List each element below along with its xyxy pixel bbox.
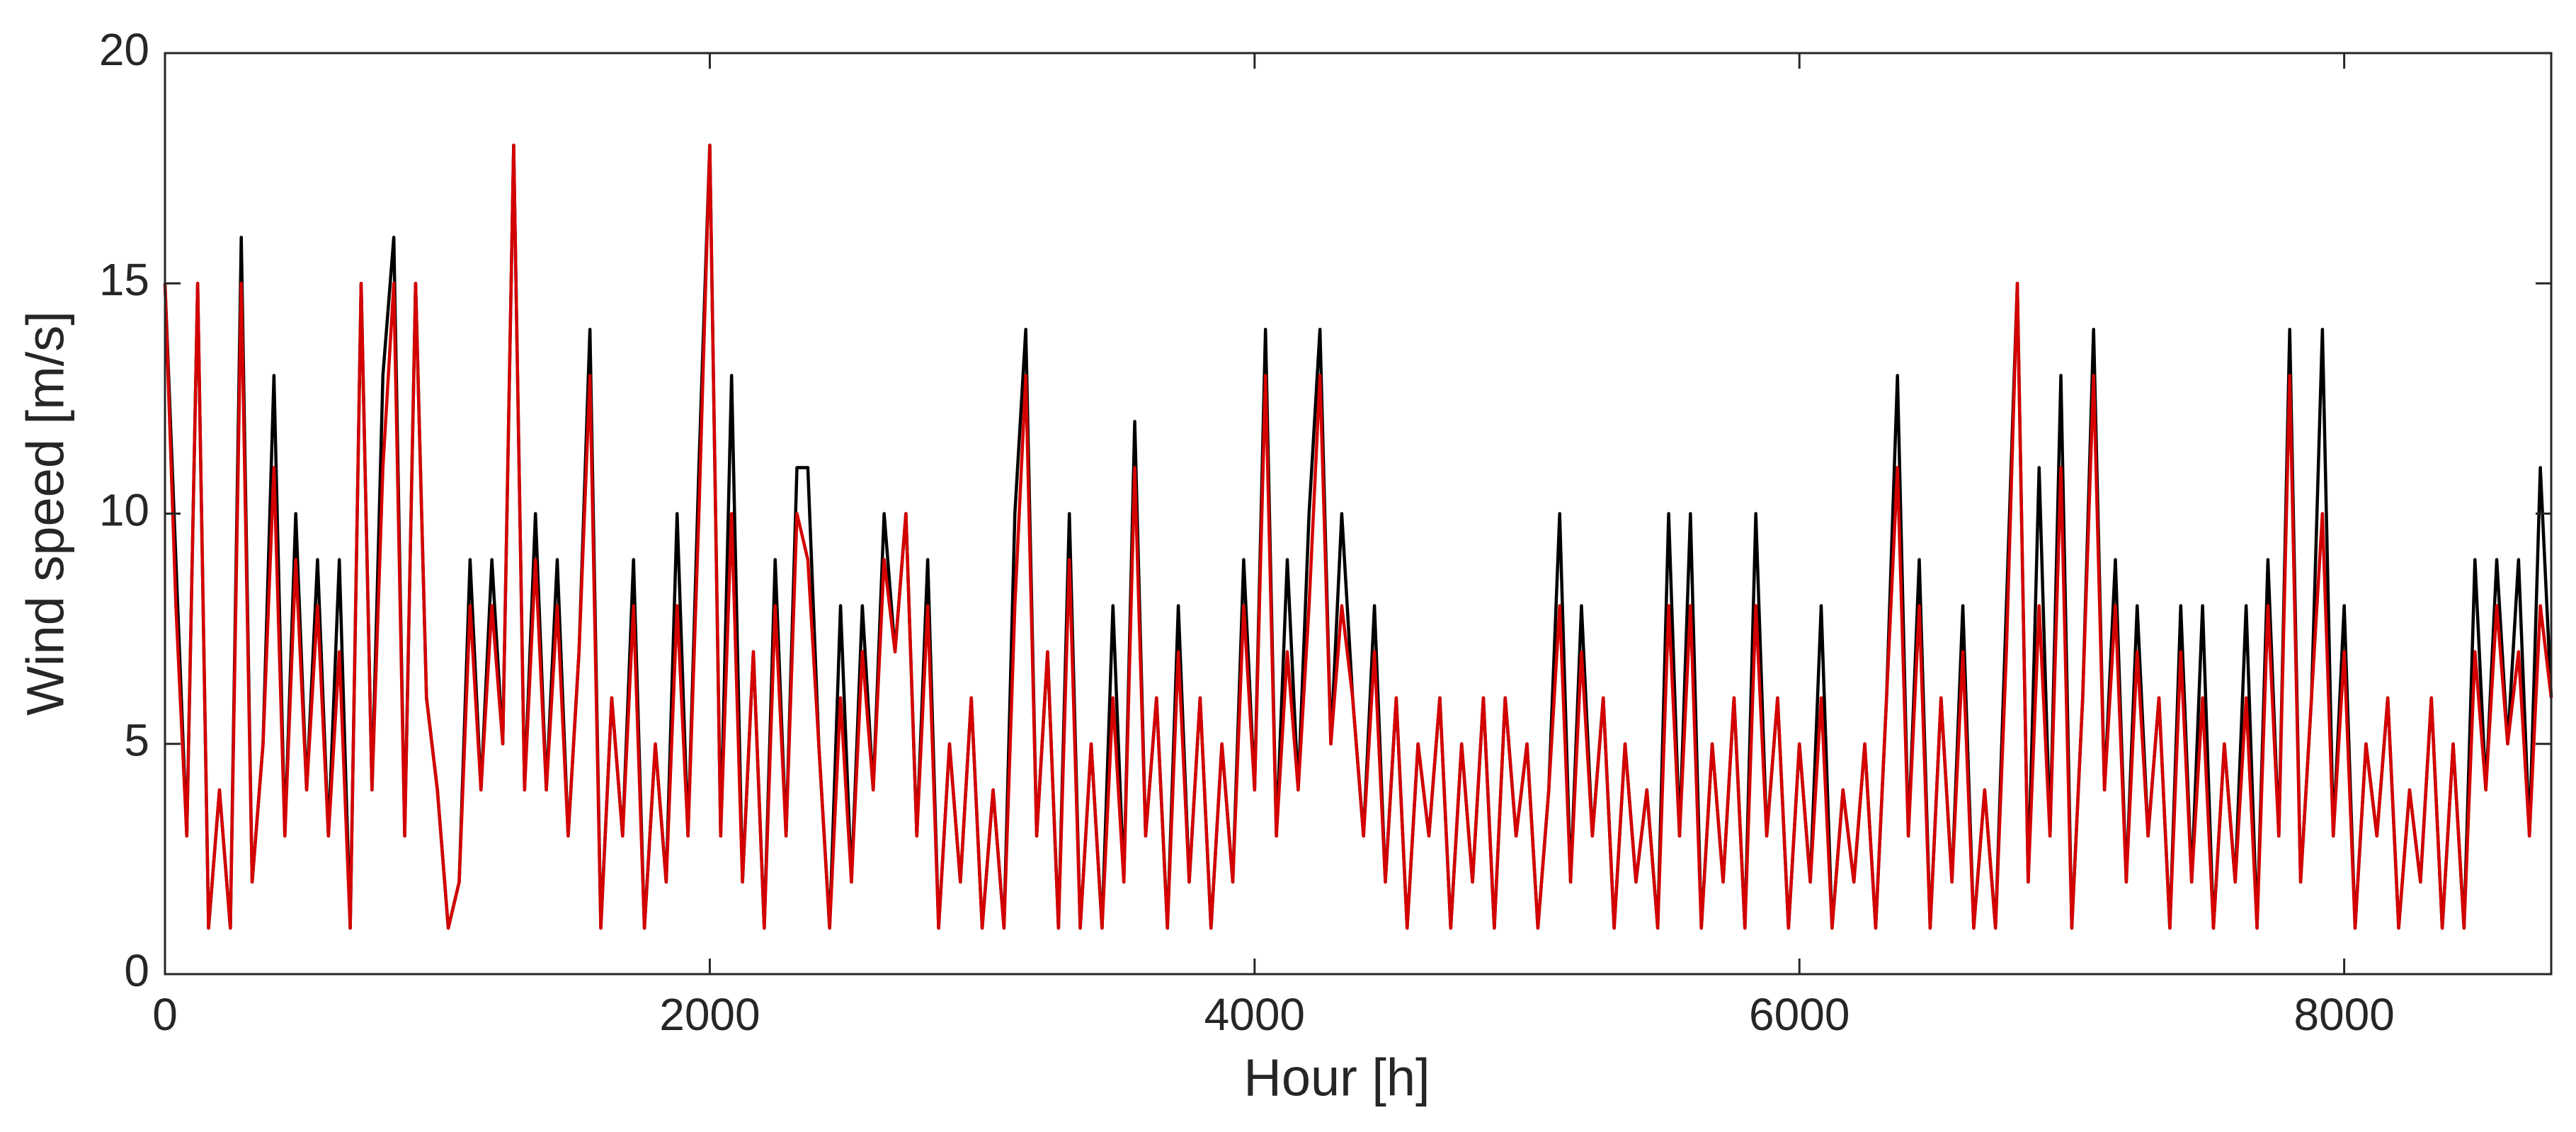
y-tick-label: 0 (124, 945, 149, 996)
series-line (163, 143, 2553, 930)
x-axis-label: Hour [h] (1243, 1048, 1430, 1107)
x-tick-label: 2000 (659, 989, 760, 1040)
y-tick-label: 5 (124, 715, 149, 766)
y-axis-label: Wind speed [m/s] (16, 311, 75, 716)
series-line (163, 143, 2553, 930)
x-tick-label: 4000 (1204, 989, 1305, 1040)
x-tick-label: 8000 (2293, 989, 2394, 1040)
y-tick-label: 15 (99, 254, 149, 305)
y-tick-label: 10 (99, 484, 149, 535)
x-tick-label: 6000 (1749, 989, 1850, 1040)
y-tick-label: 20 (99, 24, 149, 75)
x-tick-label: 0 (152, 989, 178, 1040)
